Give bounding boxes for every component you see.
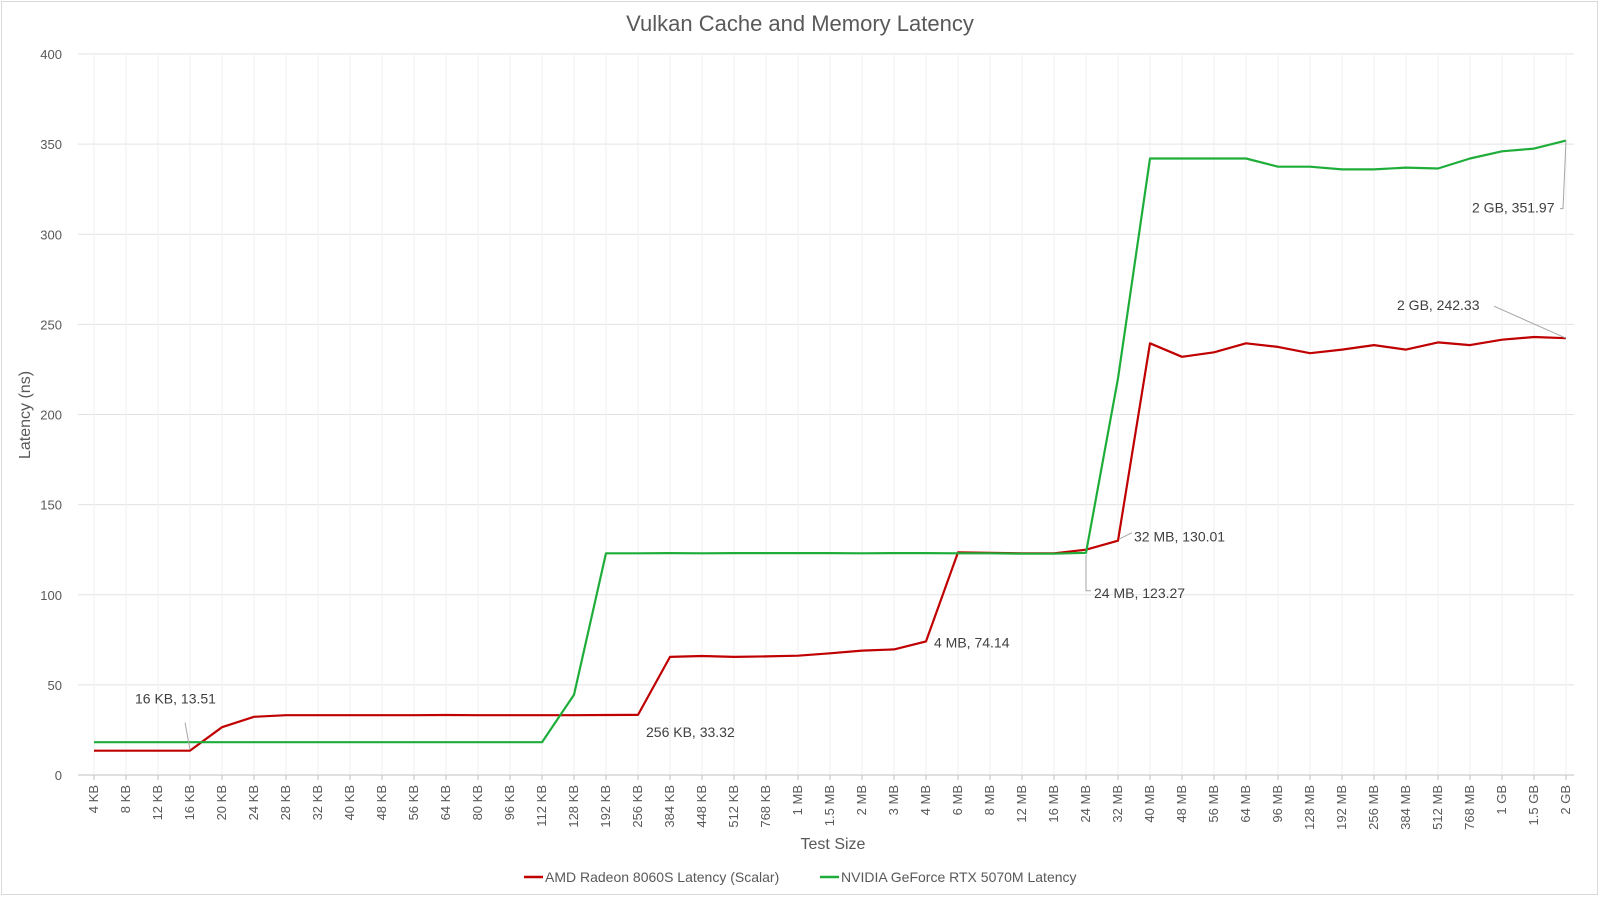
legend-label-amd: AMD Radeon 8060S Latency (Scalar) (545, 869, 779, 885)
series-line-nvidia (94, 139, 1567, 744)
y-tick-label: 350 (40, 137, 62, 152)
x-tick-label: 1.5 MB (822, 785, 837, 826)
series-layer (94, 139, 1567, 752)
x-tick-label: 48 KB (374, 785, 389, 820)
x-tick-label: 768 KB (758, 785, 773, 828)
x-tick-label: 768 MB (1462, 785, 1477, 830)
x-tick-label: 256 KB (630, 785, 645, 828)
x-tick-label: 1 MB (790, 785, 805, 815)
y-tick-label: 200 (40, 408, 62, 423)
annotation-leader (1119, 532, 1133, 540)
x-tick-label: 20 KB (214, 785, 229, 820)
x-tick-label: 96 MB (1270, 785, 1285, 823)
annotation-leader (1560, 140, 1567, 210)
series-line-amd (94, 335, 1567, 752)
x-tick-label: 6 MB (950, 785, 965, 815)
data-label: 256 KB, 33.32 (646, 724, 735, 740)
x-tick-label: 3 MB (886, 785, 901, 815)
x-tick-label: 56 KB (406, 785, 421, 820)
x-tick-label: 192 MB (1334, 785, 1349, 830)
y-axis-ticks: 0 50 100 150 200 250 300 350 400 (40, 47, 62, 783)
y-tick-label: 50 (48, 678, 62, 693)
y-tick-label: 250 (40, 317, 62, 332)
x-tick-label: 32 KB (310, 785, 325, 820)
x-tick-label: 448 KB (694, 785, 709, 828)
x-tick-label: 32 MB (1110, 785, 1125, 823)
x-tick-label: 4 KB (86, 785, 101, 813)
data-label: 16 KB, 13.51 (135, 691, 216, 707)
x-tick-label: 40 MB (1142, 785, 1157, 823)
legend-label-nvidia: NVIDIA GeForce RTX 5070M Latency (841, 869, 1077, 885)
x-tick-label: 1.5 GB (1526, 785, 1541, 825)
chart-title: Vulkan Cache and Memory Latency (626, 11, 974, 36)
annotation-leader (1493, 305, 1567, 339)
x-tick-label: 96 KB (502, 785, 517, 820)
data-label: 4 MB, 74.14 (934, 634, 1010, 650)
x-tick-label: 128 KB (566, 785, 581, 828)
x-tick-label: 12 KB (150, 785, 165, 820)
y-tick-label: 100 (40, 588, 62, 603)
x-tick-label: 64 MB (1238, 785, 1253, 823)
x-tick-label: 48 MB (1174, 785, 1189, 823)
y-tick-label: 150 (40, 498, 62, 513)
annotation-leader (184, 722, 191, 750)
annotation-leader (1085, 554, 1091, 592)
x-tick-label: 256 MB (1366, 785, 1381, 830)
x-tick-label: 8 MB (982, 785, 997, 815)
x-tick-label: 112 KB (534, 785, 549, 827)
x-tick-label: 2 MB (854, 785, 869, 815)
x-tick-label: 128 MB (1302, 785, 1317, 830)
x-tick-label: 2 GB (1558, 785, 1573, 815)
x-tick-label: 16 KB (182, 785, 197, 820)
data-label: 32 MB, 130.01 (1134, 529, 1225, 545)
x-tick-label: 512 MB (1430, 785, 1445, 830)
data-label: 2 GB, 351.97 (1472, 200, 1555, 216)
y-tick-label: 400 (40, 47, 62, 62)
data-label: 24 MB, 123.27 (1094, 585, 1185, 601)
x-tick-label: 8 KB (118, 785, 133, 813)
x-axis-ticks: 4 KB 8 KB 12 KB 16 KB 20 KB 24 KB 28 KB 32 KB 40… (86, 775, 1573, 830)
x-tick-label: 16 MB (1046, 785, 1061, 823)
x-tick-label: 384 KB (662, 785, 677, 828)
y-axis-label: Latency (ns) (17, 371, 34, 459)
legend: AMD Radeon 8060S Latency (Scalar) NVIDIA… (524, 869, 1077, 885)
y-tick-label: 0 (55, 768, 62, 783)
annotation-layer: 16 KB, 13.51 256 KB, 33.32 4 MB, 74.14 32 M… (135, 140, 1567, 750)
x-tick-label: 56 MB (1206, 785, 1221, 823)
x-tick-label: 12 MB (1014, 785, 1029, 823)
y-tick-label: 300 (40, 227, 62, 242)
x-tick-label: 28 KB (278, 785, 293, 820)
x-tick-label: 40 KB (342, 785, 357, 820)
x-tick-label: 4 MB (918, 785, 933, 815)
grid-layer (78, 53, 1574, 776)
x-tick-label: 64 KB (438, 785, 453, 820)
x-tick-label: 80 KB (470, 785, 485, 820)
x-tick-label: 24 MB (1078, 785, 1093, 823)
x-tick-label: 384 MB (1398, 785, 1413, 830)
x-tick-label: 24 KB (246, 785, 261, 820)
x-tick-label: 512 KB (726, 785, 741, 828)
x-tick-label: 192 KB (598, 785, 613, 828)
x-tick-label: 1 GB (1494, 785, 1509, 815)
x-axis-label: Test Size (801, 836, 866, 853)
data-label: 2 GB, 242.33 (1397, 297, 1480, 313)
